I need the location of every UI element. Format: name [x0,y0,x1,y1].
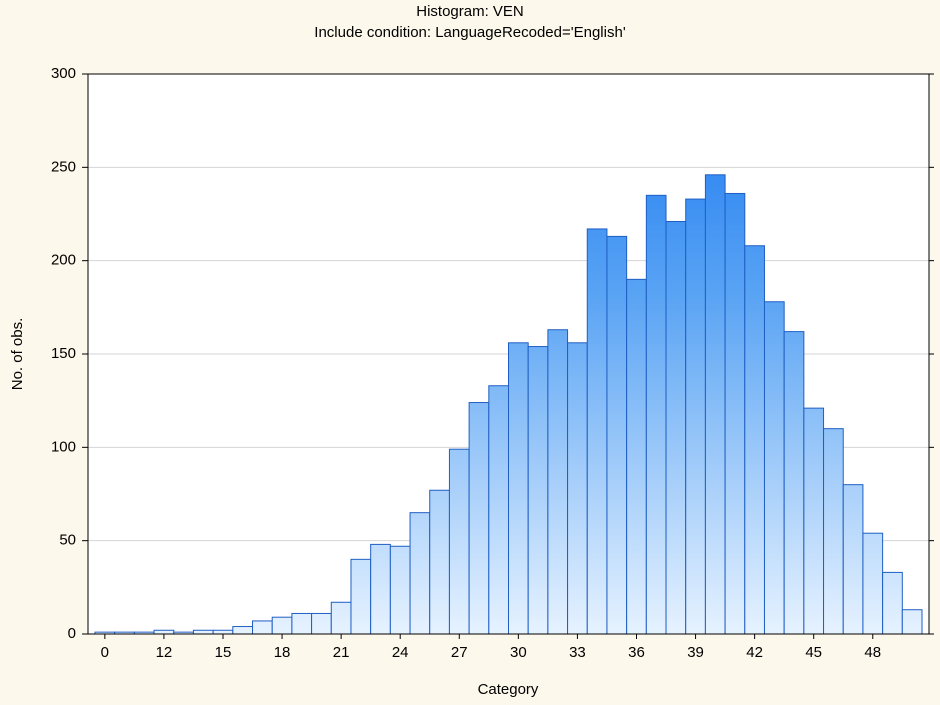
bar [409,512,431,635]
bar [724,192,746,635]
bar [153,629,175,635]
y-tick-label: 150 [51,345,76,362]
bar [626,278,647,635]
y-axis-label: No. of obs. [9,318,26,391]
x-tick-label: 39 [687,644,704,661]
bar [704,174,726,635]
bar [448,448,470,635]
x-tick-label: 30 [510,644,527,661]
bar [527,346,549,635]
bar [685,198,706,635]
bar [508,342,529,635]
x-tick-label: 24 [392,644,409,661]
bar [192,629,214,635]
bar [330,601,352,635]
x-tick-label: 15 [215,644,232,661]
y-tick-label: 300 [51,65,76,82]
y-tick-label: 250 [51,158,76,175]
bar [783,331,805,635]
bar [803,407,825,635]
bar [468,402,490,635]
bar [665,220,687,635]
y-tick-label: 0 [68,625,76,642]
bar [547,329,569,635]
bar [763,301,785,635]
bar [291,612,313,635]
x-tick-label: 12 [156,644,173,661]
x-tick-label: 21 [333,644,350,661]
bar [271,616,293,635]
x-axis-label: Category [478,681,539,698]
x-tick-label: 0 [101,644,109,661]
bar [823,428,844,635]
x-tick-label: 42 [746,644,763,661]
x-tick-label: 48 [864,644,881,661]
bar [606,235,628,635]
x-tick-label: 36 [628,644,645,661]
bar [862,532,884,635]
bar [350,558,372,635]
bar [744,245,765,635]
bar [252,620,273,635]
y-tick-label: 200 [51,252,76,269]
bar [311,612,332,635]
bar [645,194,667,635]
x-tick-label: 27 [451,644,468,661]
y-tick-label: 100 [51,438,76,455]
bar [389,545,411,635]
bar [429,489,450,635]
bar [882,571,903,635]
chart-title: Histogram: VEN [416,3,524,20]
chart-subtitle: Include condition: LanguageRecoded='Engl… [314,24,626,41]
bar [488,385,509,635]
x-tick-label: 45 [805,644,822,661]
bar [370,543,391,635]
x-tick-label: 33 [569,644,586,661]
bar [842,484,864,635]
bar [232,626,254,635]
bar [567,342,588,635]
bar [212,629,234,635]
x-tick-label: 18 [274,644,291,661]
y-tick-label: 50 [59,532,76,549]
bar [901,609,923,635]
bar [586,228,608,635]
